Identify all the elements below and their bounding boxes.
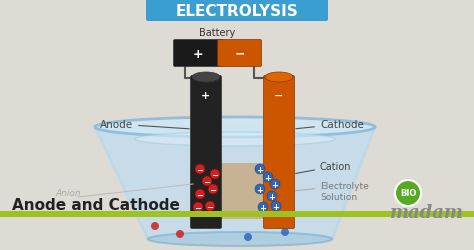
Circle shape [270,179,280,189]
Circle shape [263,172,273,182]
Ellipse shape [265,73,293,83]
Text: +: + [192,47,203,60]
Text: Battery: Battery [200,28,236,38]
Text: BIO: BIO [400,189,416,198]
Text: +: + [272,180,279,189]
Text: Electrolyte: Electrolyte [296,181,369,191]
Text: +: + [256,165,264,174]
Text: −: − [211,170,219,179]
Circle shape [195,189,205,199]
Polygon shape [95,128,375,239]
Circle shape [258,202,268,212]
Circle shape [271,201,281,211]
Text: −: − [197,165,203,174]
Ellipse shape [95,118,375,138]
Circle shape [255,184,265,194]
Text: +: + [259,203,266,212]
Circle shape [205,201,215,211]
Circle shape [208,184,218,194]
FancyBboxPatch shape [191,76,221,228]
Text: +: + [264,173,272,182]
Circle shape [210,169,220,179]
FancyBboxPatch shape [146,0,328,22]
Text: madam: madam [390,203,464,221]
Text: Anion: Anion [55,188,81,197]
Circle shape [151,222,159,230]
Text: −: − [207,202,213,211]
Text: −: − [197,190,203,199]
Text: −: − [194,203,201,212]
Circle shape [176,230,184,238]
Circle shape [395,180,421,206]
Text: −: − [234,47,245,60]
Text: −: − [203,177,210,186]
Circle shape [195,164,205,174]
Circle shape [281,228,289,236]
Text: ELECTROLYSIS: ELECTROLYSIS [176,4,298,20]
Text: +: + [268,192,275,201]
Text: Cathode: Cathode [296,120,364,130]
FancyBboxPatch shape [190,163,294,219]
Text: Cation: Cation [296,161,352,174]
Ellipse shape [148,232,332,246]
Text: +: + [273,202,280,211]
Ellipse shape [135,132,335,146]
Text: +: + [256,185,264,194]
Text: −: − [274,91,283,101]
Ellipse shape [192,73,220,83]
Text: Anode: Anode [100,120,189,130]
Circle shape [267,191,277,201]
Circle shape [244,233,252,241]
Text: Anode and Cathode: Anode and Cathode [12,197,180,212]
FancyBboxPatch shape [218,40,262,67]
Circle shape [255,164,265,174]
Circle shape [202,176,212,186]
Circle shape [193,202,203,212]
FancyBboxPatch shape [264,76,294,228]
Text: +: + [201,91,210,101]
Text: Solution: Solution [320,192,357,201]
Text: −: − [210,185,217,194]
Bar [0,211,474,217]
FancyBboxPatch shape [173,40,223,67]
